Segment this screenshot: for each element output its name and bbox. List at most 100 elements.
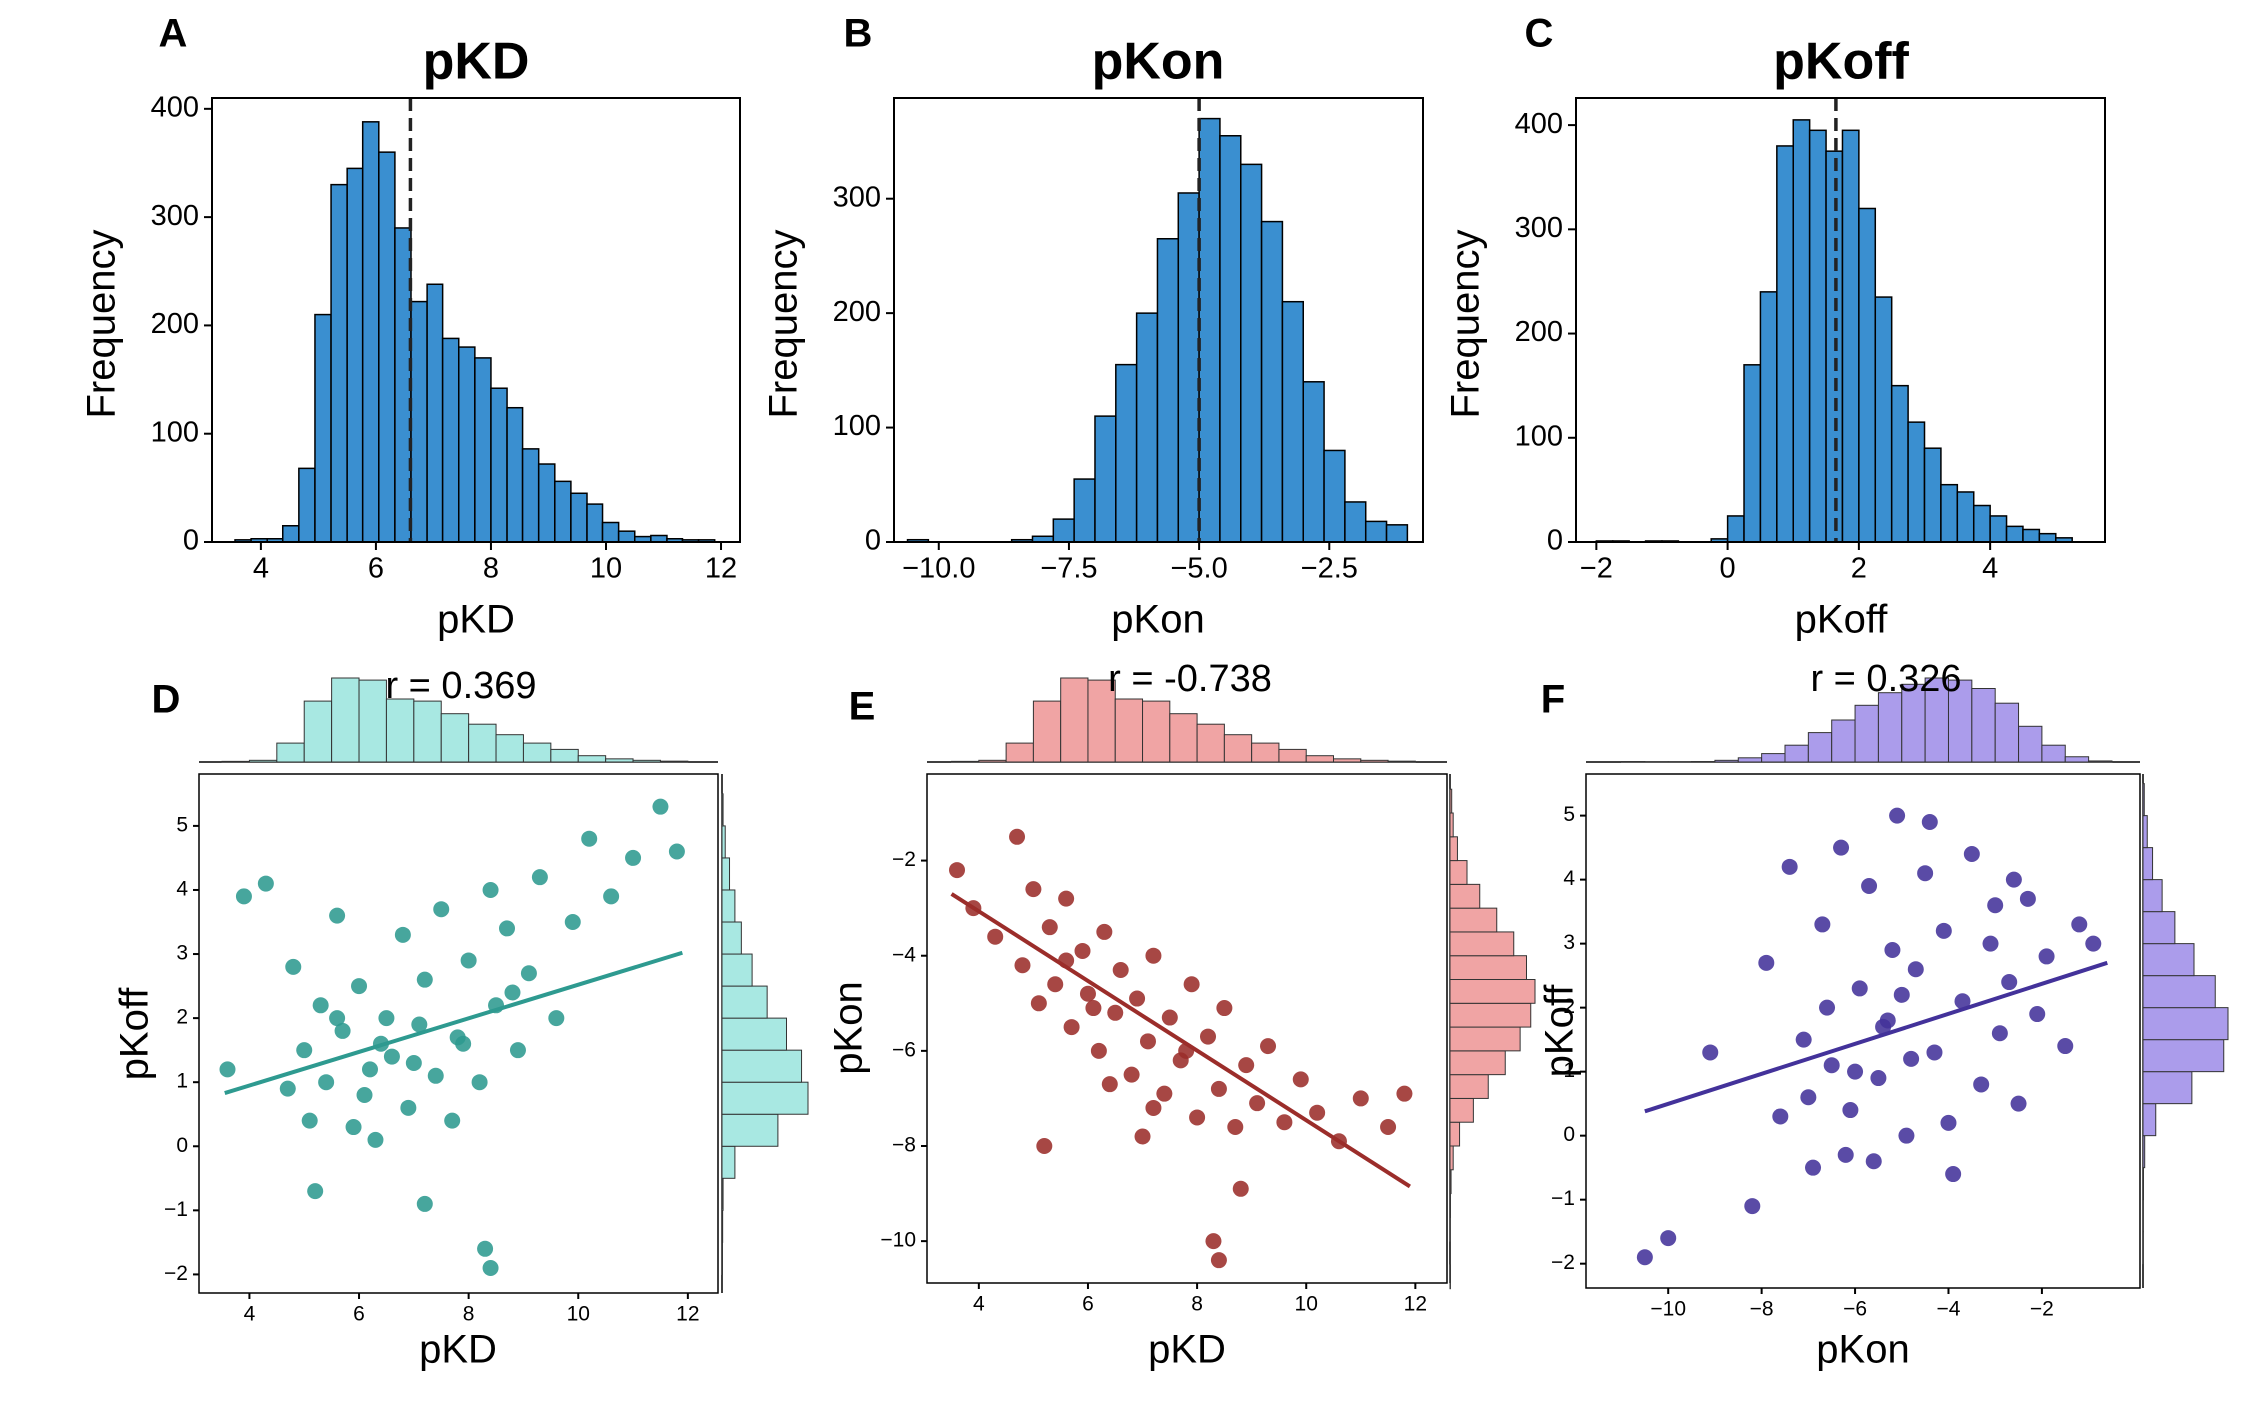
- marginal-bar: [1449, 907, 1498, 933]
- point: [2071, 916, 2088, 933]
- point: [499, 920, 516, 937]
- point: [1156, 1085, 1173, 1102]
- marginal-bar: [303, 700, 333, 763]
- point: [1145, 947, 1162, 964]
- bar: [1972, 504, 1991, 543]
- point: [1063, 1019, 1080, 1036]
- bar: [314, 313, 332, 543]
- bar: [1260, 220, 1284, 543]
- point: [581, 830, 598, 847]
- marginal-bar: [978, 759, 1007, 763]
- point: [1352, 1090, 1369, 1107]
- y-tick-label: 300: [151, 200, 199, 232]
- point: [1200, 1028, 1217, 1045]
- point: [444, 1112, 461, 1129]
- point: [564, 914, 581, 931]
- point: [257, 875, 274, 892]
- x-tick-label: −2: [2030, 1298, 2054, 1321]
- marginal-bar: [1169, 713, 1198, 763]
- marginal-bar: [2018, 725, 2043, 763]
- x-tick-label: 12: [1404, 1293, 1427, 1316]
- bar: [1385, 524, 1409, 543]
- marginal-bar: [1449, 931, 1515, 957]
- point: [1805, 1159, 1822, 1176]
- point: [1814, 916, 1831, 933]
- y-axis-label: Frequency: [1444, 230, 1488, 419]
- point: [1227, 1118, 1244, 1135]
- marginal-bar: [2142, 1039, 2225, 1073]
- point: [1935, 922, 1952, 939]
- point: [1889, 807, 1906, 824]
- y-axis-label: pKoff: [113, 987, 157, 1081]
- panel-letter: C: [1525, 12, 1554, 56]
- bar: [1344, 501, 1367, 543]
- point: [2057, 1038, 2074, 1055]
- point: [235, 888, 252, 905]
- bar: [1323, 449, 1346, 543]
- point: [1847, 1063, 1864, 1080]
- point: [351, 978, 368, 995]
- marginal-bar: [721, 857, 731, 891]
- point: [1009, 828, 1026, 845]
- marginal-bar: [2142, 847, 2154, 881]
- x-axis-label: pKoff: [1795, 598, 1889, 642]
- x-tick-label: −2.5: [1301, 553, 1358, 585]
- marginal-bar: [1196, 723, 1225, 763]
- point: [219, 1061, 236, 1078]
- x-tick-label: 12: [676, 1303, 699, 1326]
- marginal-bar: [1714, 759, 1739, 763]
- bar: [1240, 163, 1263, 543]
- point: [1134, 1128, 1151, 1145]
- x-tick-label: 4: [973, 1293, 985, 1316]
- point: [548, 1010, 565, 1027]
- point: [1096, 923, 1113, 940]
- point: [1210, 1080, 1227, 1097]
- x-tick-label: 12: [705, 553, 737, 585]
- point: [1047, 976, 1064, 993]
- point: [405, 1054, 422, 1071]
- point: [296, 1042, 313, 1059]
- point: [307, 1183, 324, 1200]
- plot-frame: [211, 97, 741, 543]
- bar: [1907, 421, 1926, 543]
- marginal-bar: [2088, 760, 2113, 763]
- y-tick-label: 300: [1515, 212, 1563, 244]
- marginal-bar: [577, 755, 607, 763]
- marginal-bar: [1449, 1050, 1506, 1076]
- bar: [506, 406, 524, 543]
- point: [1991, 1025, 2008, 1042]
- marginal-bar: [1005, 742, 1034, 763]
- chart-title: pKoff: [1773, 33, 1909, 91]
- point: [1129, 990, 1146, 1007]
- marginal-bar: [1251, 742, 1280, 763]
- point: [383, 1048, 400, 1065]
- marginal-bar: [358, 679, 387, 763]
- marginal-bar: [248, 759, 278, 763]
- bar: [1874, 296, 1893, 543]
- y-tick-label: 4: [1563, 867, 1575, 890]
- bar: [617, 530, 636, 543]
- marginal-bar: [721, 1145, 736, 1179]
- point: [1238, 1057, 1255, 1074]
- marginal-bar: [495, 734, 524, 763]
- marginal-bar: [1142, 700, 1171, 763]
- point: [509, 1042, 526, 1059]
- bar: [474, 357, 492, 543]
- marginal-bar: [2142, 1007, 2229, 1041]
- bar: [2022, 528, 2041, 543]
- y-tick-label: −2: [892, 848, 916, 871]
- chart-title: pKon: [1092, 33, 1225, 91]
- point: [1898, 1127, 1915, 1144]
- bar: [1776, 145, 1794, 543]
- bar: [1073, 478, 1096, 543]
- bar: [441, 337, 460, 543]
- marginal-bar: [2142, 911, 2176, 945]
- marginal-bar: [1449, 836, 1458, 862]
- point: [2019, 890, 2036, 907]
- x-tick-label: −4: [1937, 1298, 1961, 1321]
- marginal-bar: [1449, 812, 1454, 838]
- point: [1884, 942, 1901, 959]
- y-tick-label: 200: [151, 308, 199, 340]
- marginal-bar: [721, 793, 724, 827]
- marginal-bar: [468, 723, 497, 763]
